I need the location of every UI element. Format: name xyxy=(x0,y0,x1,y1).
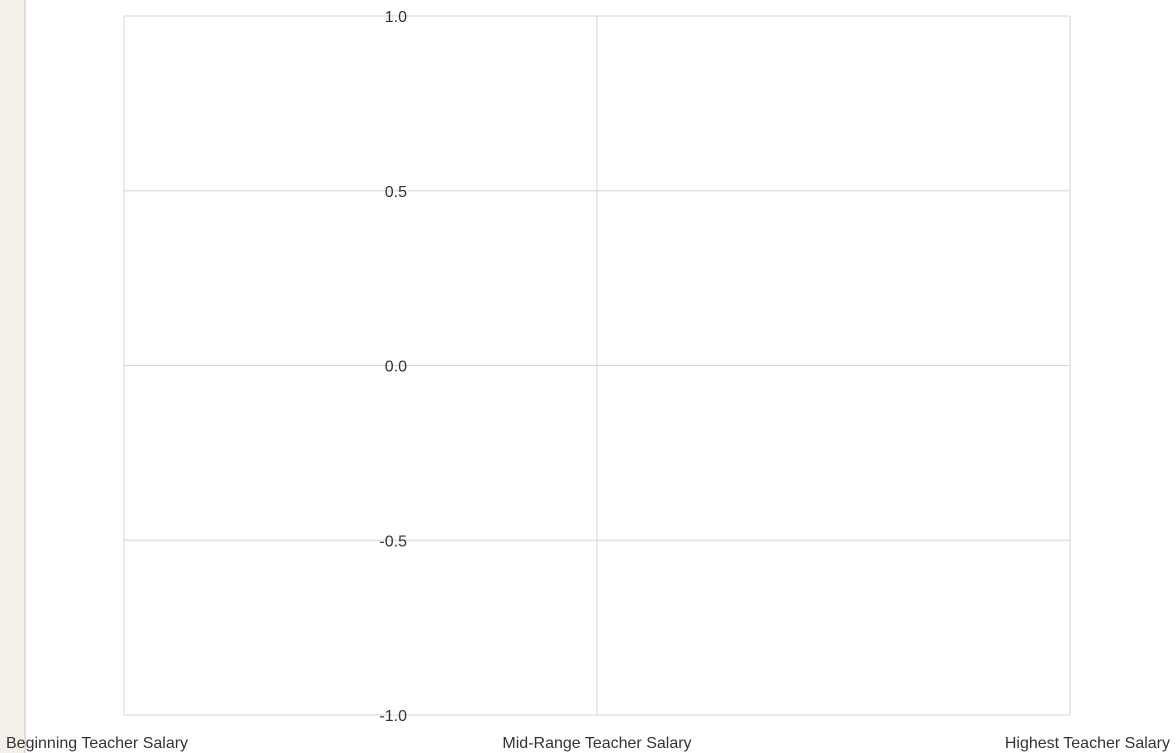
x-tick-label: Mid-Range Teacher Salary xyxy=(502,735,691,752)
y-tick-label: 1.0 xyxy=(385,9,407,26)
grid-layer xyxy=(123,15,1071,716)
x-tick-label: Highest Teacher Salary xyxy=(1005,735,1170,752)
x-tick-label: Beginning Teacher Salary xyxy=(6,735,188,752)
y-axis-ticks: 1.0 0.5 0.0 -0.5 -1.0 xyxy=(379,9,407,725)
y-tick-label: -0.5 xyxy=(379,533,407,550)
side-panel-strip xyxy=(0,0,26,753)
y-tick-label: 0.0 xyxy=(385,359,407,376)
y-tick-label: -1.0 xyxy=(379,708,407,725)
x-axis-ticks: Beginning Teacher Salary Mid-Range Teache… xyxy=(6,735,1170,752)
y-tick-label: 0.5 xyxy=(385,184,407,201)
